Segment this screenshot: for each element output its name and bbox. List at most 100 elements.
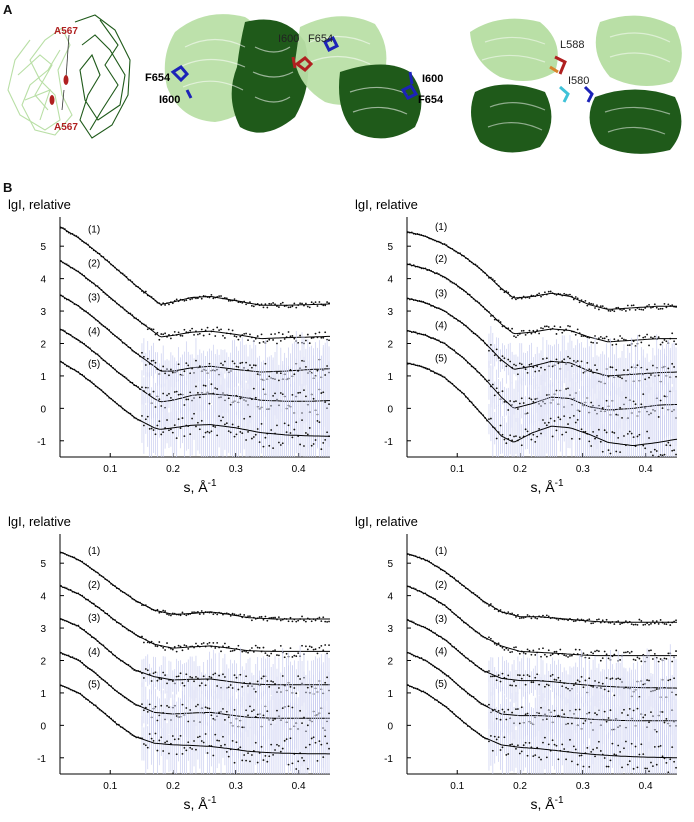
data-point [195, 359, 197, 362]
data-point [250, 619, 253, 622]
data-point [673, 760, 676, 763]
data-point [597, 650, 600, 653]
data-point [295, 306, 298, 309]
data-point [613, 653, 616, 656]
data-point [553, 650, 556, 653]
data-point [665, 306, 668, 309]
data-point [250, 304, 253, 307]
data-point [252, 387, 255, 390]
data-point [239, 431, 242, 433]
a567-side-chain [63, 75, 69, 85]
data-point [239, 335, 242, 338]
data-point [154, 705, 157, 708]
data-point [173, 391, 176, 393]
data-point [540, 327, 542, 329]
data-point [547, 615, 550, 618]
data-point [272, 302, 275, 304]
data-point [260, 422, 263, 425]
data-point [223, 743, 226, 746]
data-point [597, 337, 600, 340]
data-point [266, 340, 269, 343]
data-point [314, 332, 317, 335]
data-point [277, 654, 280, 657]
data-point [615, 413, 618, 416]
data-point [293, 654, 296, 657]
data-point [599, 750, 602, 752]
data-point [179, 734, 182, 737]
data-point [661, 341, 664, 344]
data-point [599, 440, 602, 443]
data-point [491, 749, 494, 752]
data-point [328, 644, 330, 647]
data-point [673, 449, 676, 452]
data-point [218, 415, 221, 418]
data-point [289, 685, 292, 688]
data-point [168, 429, 170, 432]
data-point [254, 644, 257, 647]
data-point [245, 650, 248, 653]
data-point [171, 648, 174, 651]
data-point [229, 403, 232, 406]
y-tick-label: 3 [387, 307, 393, 318]
y-tick-label: 4 [387, 275, 393, 286]
data-point [156, 608, 159, 611]
data-point [511, 684, 514, 687]
data-point [526, 412, 529, 415]
data-point [318, 301, 321, 303]
data-point [229, 684, 232, 686]
x-tick-label: 0.1 [103, 464, 117, 475]
data-point [540, 366, 542, 369]
data-point [196, 333, 199, 336]
data-point [264, 652, 267, 655]
data-point [669, 678, 672, 681]
data-point [142, 424, 145, 427]
data-point [310, 646, 313, 649]
data-point [538, 332, 541, 335]
data-point [254, 364, 257, 367]
data-point [632, 767, 635, 770]
data-point [239, 746, 242, 749]
data-point [179, 614, 182, 617]
data-point [208, 707, 211, 710]
data-point [150, 359, 153, 362]
data-point [590, 445, 593, 447]
data-point [503, 736, 506, 739]
data-point [524, 683, 527, 686]
data-point [549, 290, 552, 293]
data-point [594, 650, 596, 653]
data-point [605, 399, 608, 402]
x-tick-label: 0.3 [229, 781, 243, 792]
data-point [567, 656, 569, 658]
data-point [233, 708, 236, 711]
data-point [623, 708, 625, 711]
curve-label: (5) [88, 679, 100, 690]
data-point [314, 439, 317, 441]
data-point [530, 617, 533, 620]
data-point [191, 676, 194, 679]
data-point [168, 392, 170, 395]
data-point [657, 336, 660, 338]
data-point [173, 424, 176, 427]
data-point [322, 616, 325, 619]
data-point [181, 703, 184, 706]
data-point [572, 684, 575, 687]
data-point [617, 744, 620, 747]
data-point [328, 339, 330, 342]
data-point [249, 301, 251, 304]
data-point [287, 331, 290, 333]
data-point [607, 449, 610, 452]
data-point [594, 364, 596, 367]
data-point [594, 437, 596, 440]
data-point [177, 331, 180, 334]
data-point [557, 416, 560, 419]
protein-ribbon-right: L588 I580 [470, 15, 682, 154]
data-point [488, 379, 490, 382]
data-point [154, 333, 157, 336]
data-point [177, 675, 180, 678]
data-point [489, 735, 492, 737]
data-point [665, 444, 668, 447]
data-point [578, 708, 581, 711]
data-point [162, 365, 165, 368]
data-point [310, 737, 313, 740]
data-point [152, 672, 155, 675]
